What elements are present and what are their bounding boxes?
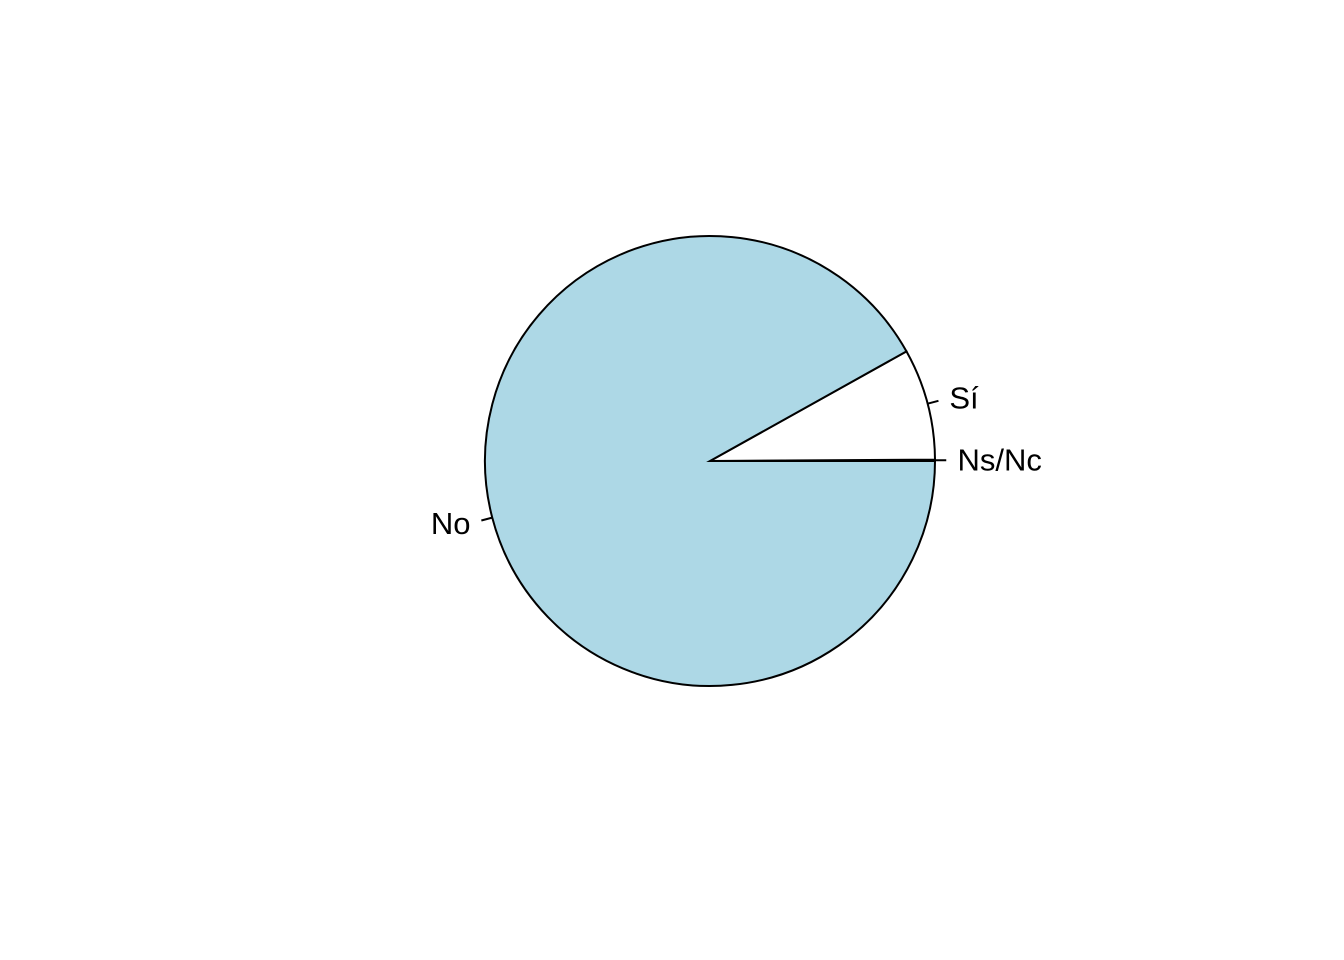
- pie-leader-line: [481, 516, 493, 522]
- pie-slice-label: Sí: [949, 380, 979, 415]
- pie-slices: [484, 235, 937, 687]
- pie-slice-no: [484, 235, 937, 687]
- pie-slice-label: Ns/Nc: [957, 443, 1041, 478]
- pie-labels: Ns/Nc Sí No: [431, 380, 1042, 540]
- pie-leader-line: [927, 399, 939, 405]
- pie-slice-label: No: [431, 506, 471, 541]
